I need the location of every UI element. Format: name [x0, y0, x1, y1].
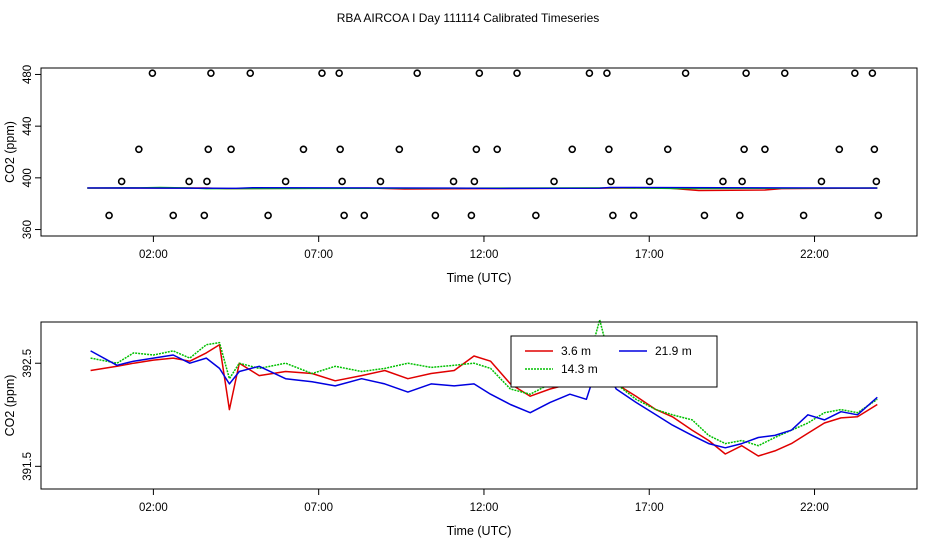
x-tick-label: 07:00: [304, 249, 333, 261]
flag-point: [169, 211, 178, 220]
flag-point: [780, 69, 789, 77]
flag-point: [413, 69, 421, 77]
flag-point: [200, 211, 209, 220]
flag-point: [738, 177, 746, 186]
flag-point: [585, 69, 594, 77]
x-tick-label: 22:00: [800, 249, 829, 261]
flag-point: [874, 211, 883, 220]
flag-point: [299, 145, 308, 154]
flag-point: [148, 69, 157, 77]
flag-point: [872, 177, 881, 186]
flag-point: [105, 211, 113, 220]
y-tick-label: 392.5: [22, 349, 34, 378]
flag-point: [629, 211, 638, 220]
flag-point: [532, 211, 540, 220]
flag-point: [203, 177, 211, 186]
flag-point: [207, 69, 215, 77]
flag-point: [376, 177, 385, 186]
flag-point: [318, 69, 326, 77]
x-tick-label: 12:00: [470, 502, 499, 514]
flag-point: [264, 211, 272, 220]
flag-point: [493, 145, 501, 154]
y-tick-label: 391.5: [22, 452, 34, 481]
flag-point: [870, 145, 879, 154]
series-line-21-9-m: [90, 350, 878, 449]
series-line-14-3-m: [90, 319, 878, 447]
x-tick-label: 02:00: [139, 249, 168, 261]
flag-point: [470, 177, 479, 186]
flag-point: [281, 177, 290, 186]
flag-point: [568, 145, 577, 154]
y-tick-label: 400: [22, 168, 34, 187]
legend: 3.6 m 14.3 m 21.9 m: [510, 335, 718, 388]
x-tick-label: 22:00: [800, 502, 829, 514]
flag-point: [185, 177, 193, 186]
flag-point: [340, 211, 348, 220]
legend-label: 21.9 m: [655, 344, 692, 358]
x-tick-label: 07:00: [304, 502, 333, 514]
flag-point: [246, 69, 255, 77]
flag-point: [360, 211, 369, 220]
top-plot-frame: [40, 67, 918, 237]
flag-point: [204, 145, 213, 154]
series-line-21-9-m: [87, 186, 878, 190]
flag-point: [336, 145, 344, 154]
flag-point: [736, 211, 744, 220]
x-tick-label: 02:00: [139, 502, 168, 514]
x-tick-label: 17:00: [635, 502, 664, 514]
flag-point: [761, 145, 769, 154]
flag-point: [817, 177, 826, 186]
flag-point: [835, 145, 844, 154]
flag-point: [338, 177, 346, 186]
flag-point: [550, 177, 558, 186]
flag-point: [431, 211, 440, 220]
flag-point: [227, 145, 235, 154]
flag-point: [472, 145, 481, 154]
flag-point: [609, 211, 617, 220]
x-tick-label: 12:00: [470, 249, 499, 261]
bottom-panel: 02:00 07:00 12:00 17:00 22:00 391.5 392.5 Tim…: [3, 319, 918, 538]
series-line-3-6-m: [90, 343, 878, 457]
flag-point: [335, 69, 343, 77]
flag-point: [740, 145, 748, 154]
flag-point: [681, 69, 690, 77]
bottom-plot-frame: [40, 321, 918, 490]
flag-point: [605, 145, 613, 154]
flag-point: [467, 211, 476, 220]
y-tick-label: 480: [22, 65, 34, 84]
chart-title: RBA AIRCOA I Day 111114 Calibrated Times…: [337, 11, 600, 25]
flag-point: [868, 69, 877, 77]
flag-point: [719, 177, 727, 186]
legend-label: 3.6 m: [561, 344, 591, 358]
flag-point: [799, 211, 808, 220]
flag-point: [449, 177, 458, 186]
top-y-axis-label: CO2 (ppm): [3, 121, 17, 183]
legend-box: [510, 335, 718, 388]
flag-point: [742, 69, 750, 77]
x-tick-label: 17:00: [635, 249, 664, 261]
flag-point: [603, 69, 611, 77]
y-tick-label: 360: [22, 220, 34, 239]
legend-label: 14.3 m: [561, 362, 598, 376]
flag-point: [475, 69, 484, 77]
flag-point: [117, 177, 126, 186]
bottom-y-axis-label: CO2 (ppm): [3, 375, 17, 437]
y-tick-label: 440: [22, 117, 34, 136]
bottom-x-axis-label: Time (UTC): [447, 524, 512, 538]
top-x-axis-label: Time (UTC): [447, 271, 512, 285]
flag-point: [135, 145, 143, 154]
flag-point: [513, 69, 521, 77]
flag-point: [700, 211, 709, 220]
flag-point: [645, 177, 654, 186]
flag-point: [395, 145, 404, 154]
top-panel: 02:00 07:00 12:00 17:00 22:00 360 400 440 480 T…: [3, 65, 918, 285]
flag-point: [851, 69, 859, 77]
flag-point: [607, 177, 615, 186]
flag-point: [663, 145, 672, 154]
